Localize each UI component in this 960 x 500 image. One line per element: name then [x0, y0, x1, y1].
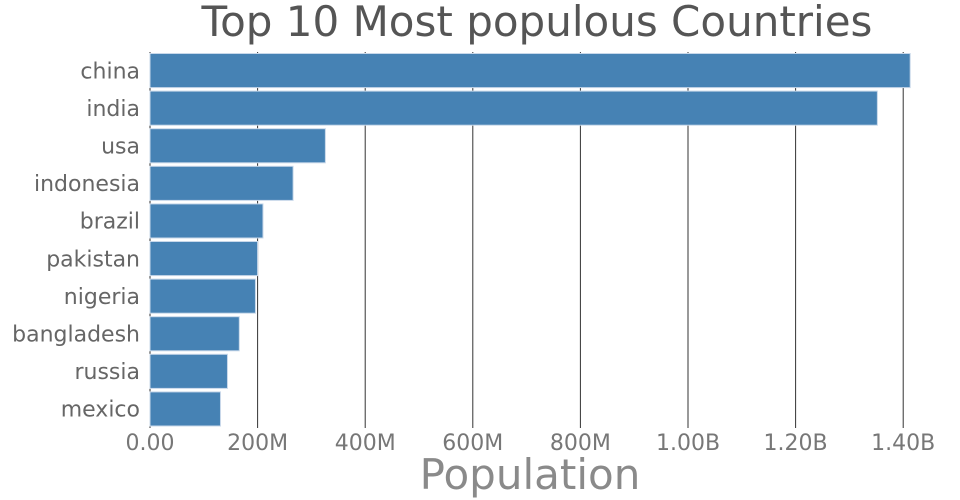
- category-label: india: [86, 97, 140, 122]
- bar-usa: [149, 128, 326, 164]
- x-tick-label: 800M: [550, 431, 611, 456]
- category-label: nigeria: [64, 285, 140, 310]
- x-tick-label: 1.40B: [871, 431, 935, 456]
- bar-china: [149, 53, 911, 89]
- x-tick-label: 200M: [227, 431, 288, 456]
- bar-nigeria: [149, 278, 256, 314]
- x-axis-title: Population: [420, 450, 641, 499]
- x-tick-label: 0.00: [126, 431, 175, 456]
- bar-brazil: [149, 203, 264, 239]
- category-label: pakistan: [46, 247, 140, 272]
- category-label: brazil: [80, 210, 140, 235]
- bar-russia: [149, 353, 228, 389]
- category-label: russia: [74, 360, 140, 385]
- x-tick-label: 1.20B: [764, 431, 828, 456]
- x-tick-label: 600M: [442, 431, 503, 456]
- x-tick-label: 400M: [335, 431, 396, 456]
- category-label: china: [80, 59, 140, 84]
- x-tick-label: 1.00B: [656, 431, 720, 456]
- bar-pakistan: [149, 241, 259, 277]
- bars: [149, 53, 911, 427]
- bar-indonesia: [149, 165, 294, 201]
- bar-india: [149, 90, 878, 126]
- category-label: indonesia: [34, 172, 140, 197]
- category-label: usa: [101, 135, 140, 160]
- x-tick-labels: 0.00 200M 400M 600M 800M 1.00B 1.20B 1.40B: [126, 431, 936, 456]
- chart-title: Top 10 Most populous Countries: [201, 0, 873, 46]
- bar-bangladesh: [149, 316, 240, 352]
- category-label: mexico: [61, 398, 140, 423]
- category-label: bangladesh: [12, 323, 140, 348]
- category-labels: china india usa indonesia brazil pakistan nige…: [12, 59, 140, 422]
- bar-mexico: [149, 391, 221, 427]
